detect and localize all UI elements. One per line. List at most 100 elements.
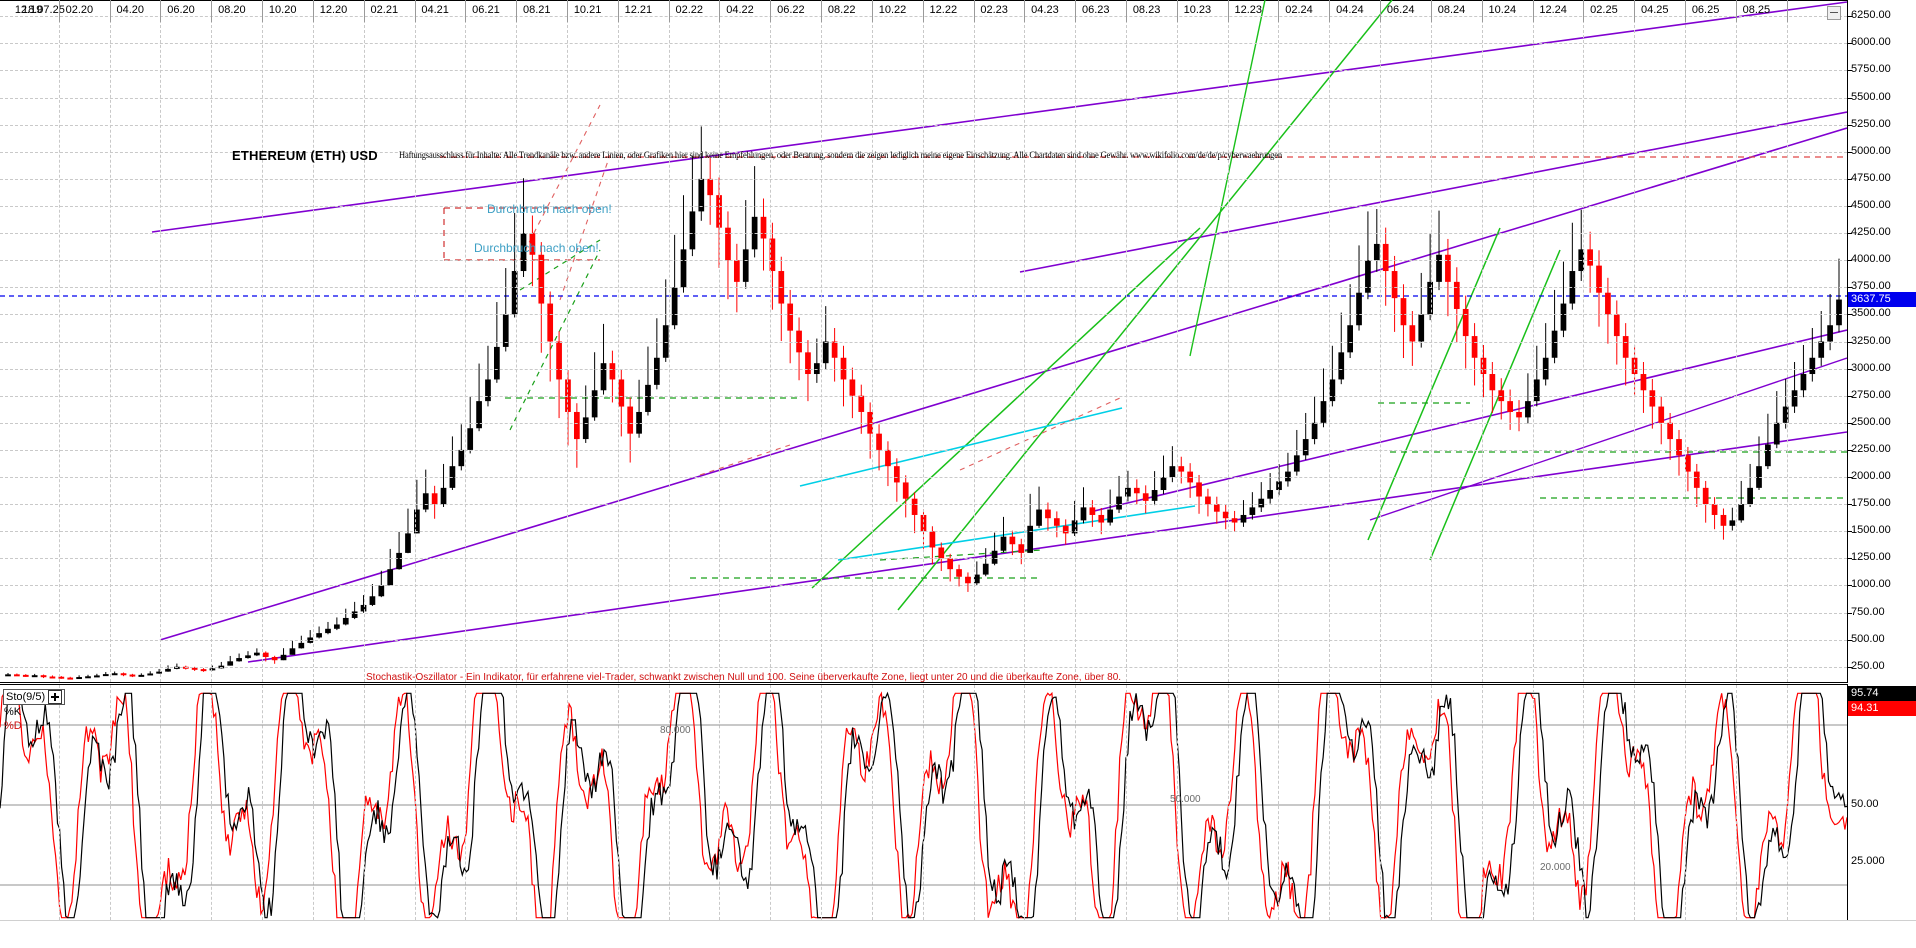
price-tick-label: 2500.00	[1851, 415, 1891, 428]
candle-body	[1507, 401, 1513, 412]
candle-body	[254, 652, 260, 656]
date-tick-label: 10.24	[1488, 4, 1517, 16]
date-separator	[312, 0, 314, 22]
price-tick-mark	[1848, 260, 1852, 262]
candle-body	[725, 227, 731, 261]
date-separator	[1227, 0, 1229, 22]
candle-body	[1311, 422, 1318, 440]
candle-body	[1560, 303, 1567, 331]
d-line-label: %D	[4, 720, 22, 732]
indicator-tick-label: 25.000	[1851, 854, 1885, 867]
price-tick-mark	[1848, 97, 1852, 99]
date-tick-label: 02.25	[1590, 4, 1618, 16]
date-tick-label: 02.21	[370, 4, 399, 16]
price-axis[interactable]: 6250.00 6000.00 5750.00 5500.00 5250.00 5000.…	[1847, 0, 1916, 683]
candle-body	[1231, 518, 1238, 523]
candle-body	[1578, 249, 1585, 272]
candle-body	[298, 642, 305, 649]
candle-body	[1462, 308, 1469, 337]
candle-body	[876, 433, 882, 450]
candle-body	[1809, 357, 1816, 375]
date-tick-label: 10.22	[878, 4, 907, 16]
candle-body	[1489, 374, 1496, 391]
date-separator	[516, 0, 518, 22]
candle-body	[689, 211, 696, 250]
plus-icon[interactable]	[48, 690, 63, 704]
price-tick-label: 6250.00	[1851, 9, 1891, 22]
price-tick-mark	[1848, 395, 1852, 397]
stochastic-panel[interactable]: 80.000 50.000 20.000	[0, 684, 1847, 925]
trendline-red-dashed-steep2	[559, 154, 611, 301]
candle-body	[1009, 536, 1016, 545]
price-tick-label: 500.00	[1851, 632, 1885, 645]
candle-body	[494, 346, 500, 380]
candle-body	[716, 195, 722, 228]
candle-body	[49, 676, 56, 679]
price-tick-mark	[1848, 205, 1852, 207]
date-separator	[1176, 0, 1178, 22]
price-tick-label: 4500.00	[1851, 198, 1891, 211]
candle-body	[1693, 471, 1700, 488]
support-green-diag2	[509, 249, 601, 431]
price-tick-label: 250.00	[1851, 659, 1885, 672]
last-price-badge: 3637.75	[1848, 292, 1916, 308]
candle-body	[485, 379, 491, 402]
minimize-icon[interactable]	[1827, 6, 1841, 20]
indicator-name-box[interactable]: Sto(9/5)	[3, 689, 66, 705]
k-line-label: %K	[4, 706, 22, 718]
trendline-green-steep-upper	[897, 0, 1393, 611]
candle-body	[1169, 466, 1176, 478]
date-separator	[1786, 0, 1788, 22]
page-title: ETHEREUM (ETH) USD	[232, 148, 378, 163]
candle-body	[787, 303, 794, 331]
date-tick-label: 08.20	[218, 4, 246, 16]
candle-body	[1729, 520, 1736, 526]
date-separator	[1329, 0, 1331, 22]
candle-body	[1658, 406, 1665, 423]
candle-body	[1676, 439, 1682, 456]
candle-body	[1685, 455, 1691, 472]
price-tick-label: 4000.00	[1851, 253, 1891, 266]
candle-body	[893, 466, 900, 483]
price-tick-label: 3750.00	[1851, 280, 1891, 293]
date-axis[interactable]: 18.07.25 12.19 02.20 04.20 06.20 08.20 10.20 12…	[0, 0, 1916, 23]
candle-body	[1400, 298, 1407, 326]
date-separator	[1634, 0, 1636, 22]
date-separator	[1430, 0, 1432, 22]
candle-body	[938, 547, 945, 559]
candle-body	[1631, 357, 1638, 375]
candle-body	[965, 576, 971, 584]
trendline-red-dashed-2022	[699, 444, 791, 476]
candle-body	[769, 238, 776, 272]
candle-body	[1738, 504, 1745, 521]
date-tick-label: 06.25	[1691, 4, 1720, 16]
price-tick-mark	[1848, 151, 1852, 153]
date-separator	[668, 0, 670, 22]
candle-body	[671, 287, 678, 326]
candle-body	[1178, 466, 1185, 472]
candle-body	[316, 633, 322, 638]
indicator-axis[interactable]: 95.74 94.31 50.00 25.000	[1847, 684, 1916, 925]
candle-body	[707, 178, 714, 196]
disclaimer-text: Haftungsausschluss für Inhalte: Alle Tre…	[399, 149, 1282, 161]
candle-body	[565, 379, 571, 412]
candle-body	[1222, 511, 1229, 519]
candle-body	[1391, 271, 1398, 299]
candle-body	[805, 352, 811, 375]
candle-body	[1382, 243, 1389, 272]
candle-body	[822, 341, 829, 364]
candle-body	[1027, 525, 1034, 553]
candle-body	[476, 401, 482, 429]
candle-body	[262, 652, 269, 657]
candle-body	[1347, 325, 1353, 353]
date-separator	[1075, 0, 1077, 22]
d-value-badge: 94.31	[1848, 701, 1916, 716]
candle-body	[1018, 544, 1025, 553]
candle-body	[662, 325, 669, 358]
candle-body	[458, 449, 465, 467]
candle-body	[440, 487, 447, 505]
date-separator	[922, 0, 924, 22]
price-chart-panel[interactable]: ETHEREUM (ETH) USD Haftungsausschluss fü…	[0, 0, 1847, 683]
candle-body	[1373, 243, 1380, 261]
date-separator	[617, 0, 619, 22]
